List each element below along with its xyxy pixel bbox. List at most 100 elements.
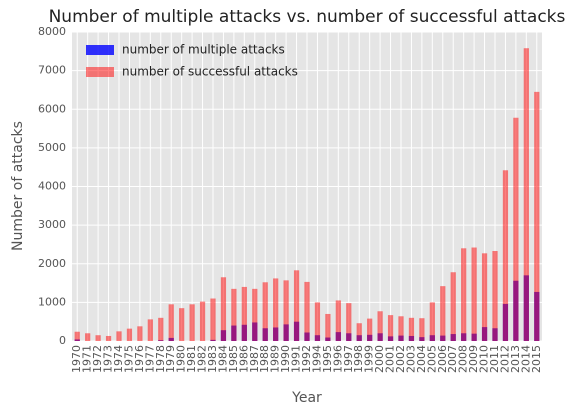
x-tick-label: 1987 — [248, 345, 261, 373]
x-tick-label: 1976 — [133, 345, 146, 373]
chart-title: Number of multiple attacks vs. number of… — [49, 7, 566, 27]
x-tick-label: 2012 — [498, 345, 511, 373]
bar — [356, 323, 362, 341]
bar — [534, 91, 540, 342]
x-tick-label: 2008 — [457, 345, 470, 373]
y-tick-label: 6000 — [38, 102, 66, 115]
bar — [126, 328, 133, 341]
bar — [231, 288, 237, 341]
bar — [513, 117, 519, 341]
bar — [105, 335, 112, 341]
x-tick-label: 2009 — [467, 345, 480, 373]
bar — [523, 48, 529, 341]
bar — [293, 270, 300, 341]
x-tick-label: 1992 — [300, 345, 313, 373]
x-tick-label: 1990 — [279, 345, 292, 373]
x-tick-label: 2010 — [478, 345, 491, 373]
bar — [408, 317, 415, 341]
legend-swatch — [86, 67, 114, 77]
bar — [398, 316, 404, 341]
x-tick-label: 1978 — [154, 345, 167, 373]
bar — [210, 298, 216, 341]
bar — [147, 319, 153, 341]
bar — [502, 170, 509, 341]
bar — [304, 281, 310, 341]
bar — [137, 326, 143, 341]
x-tick-label: 2005 — [425, 345, 438, 373]
bar — [220, 277, 227, 341]
x-tick-label: 2015 — [530, 345, 543, 373]
bar — [325, 313, 331, 341]
bar — [158, 317, 164, 341]
x-tick-label: 1997 — [342, 345, 355, 373]
x-tick-label: 1994 — [310, 345, 323, 373]
x-tick-label: 1982 — [196, 345, 209, 373]
bar — [85, 333, 91, 341]
bar — [346, 303, 352, 341]
bar — [199, 301, 206, 341]
bar — [273, 278, 279, 341]
bar — [387, 315, 394, 341]
x-tick-label: 2003 — [404, 345, 417, 373]
y-tick-label: 3000 — [38, 218, 66, 231]
bar — [74, 331, 80, 341]
bar — [481, 253, 488, 341]
bar — [419, 318, 425, 341]
bar — [377, 311, 383, 341]
x-tick-label: 2004 — [415, 345, 428, 373]
x-tick-label: 1991 — [290, 345, 303, 373]
bar — [471, 247, 477, 341]
x-tick-label: 2000 — [373, 345, 386, 373]
y-tick-label: 0 — [59, 334, 66, 347]
y-tick-label: 7000 — [38, 64, 66, 77]
legend-label: number of multiple attacks — [122, 43, 285, 57]
x-tick-label: 1985 — [227, 345, 240, 373]
x-tick-label: 2006 — [436, 345, 449, 373]
x-tick-label: 2013 — [509, 345, 522, 373]
bar — [262, 282, 268, 341]
x-tick-label: 1973 — [102, 345, 115, 373]
bar — [367, 318, 373, 341]
bar — [252, 288, 258, 341]
x-tick-label: 1977 — [143, 345, 156, 373]
x-tick-label: 2007 — [446, 345, 459, 373]
x-axis-label: Year — [291, 390, 322, 406]
y-tick-label: 8000 — [38, 25, 66, 38]
x-tick-label: 2011 — [488, 345, 501, 373]
bar — [335, 300, 341, 341]
y-tick-label: 4000 — [38, 180, 66, 193]
x-tick-label: 1999 — [363, 345, 376, 373]
x-tick-label: 2001 — [384, 345, 397, 373]
x-tick-label: 1995 — [321, 345, 334, 373]
x-tick-label: 1980 — [175, 345, 188, 373]
x-tick-label: 1972 — [91, 345, 104, 373]
bar — [116, 331, 122, 341]
x-tick-label: 1986 — [237, 345, 250, 373]
x-tick-label: 1971 — [81, 345, 94, 373]
x-tick-label: 1981 — [185, 345, 198, 373]
bar — [450, 272, 456, 341]
x-tick-label: 1979 — [164, 345, 177, 373]
x-tick-label: 1983 — [206, 345, 219, 373]
bar — [429, 302, 435, 341]
x-tick-label: 2002 — [394, 345, 407, 373]
legend-label: number of successful attacks — [122, 65, 298, 79]
x-tick-label: 2014 — [519, 345, 532, 373]
x-tick-label: 1970 — [70, 345, 83, 373]
bar — [241, 286, 247, 341]
y-tick-label: 1000 — [38, 295, 66, 308]
bar — [283, 280, 289, 341]
y-tick-label: 2000 — [38, 257, 66, 270]
x-tick-label: 1988 — [258, 345, 271, 373]
x-tick-label: 1984 — [216, 345, 229, 373]
y-axis-label: Number of attacks — [10, 121, 26, 251]
bar — [168, 304, 174, 341]
y-tick-label: 5000 — [38, 141, 66, 154]
bar — [492, 251, 498, 341]
x-tick-label: 1996 — [331, 345, 344, 373]
bar — [95, 335, 101, 341]
x-tick-label: 1989 — [269, 345, 282, 373]
x-tick-label: 1974 — [112, 345, 125, 373]
bar — [314, 302, 321, 341]
